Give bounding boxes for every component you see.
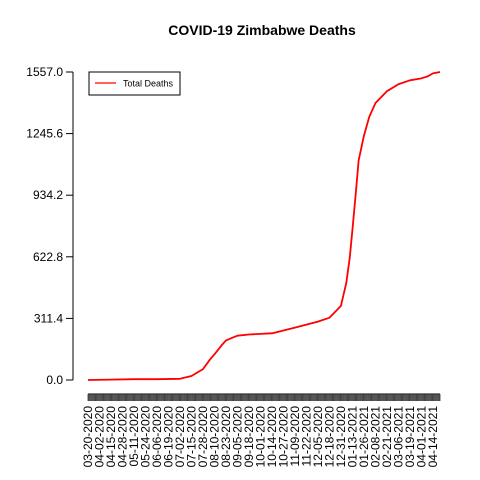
x-tick-label: 09-18-2020 — [242, 406, 256, 468]
chart-title: COVID-19 Zimbabwe Deaths — [168, 22, 356, 38]
x-tick-label: 10-27-2020 — [276, 406, 290, 468]
x-tick-label: 07-02-2020 — [173, 406, 187, 468]
x-tick-label: 06-19-2020 — [161, 406, 175, 468]
y-tick-label: 622.8 — [33, 250, 63, 264]
x-tick-label: 12-31-2020 — [334, 406, 348, 468]
x-tick-label: 03-19-2021 — [403, 406, 417, 468]
x-tick-label: 07-15-2020 — [184, 406, 198, 468]
x-tick-label: 02-08-2021 — [368, 406, 382, 468]
x-tick-label: 06-06-2020 — [150, 406, 164, 468]
x-tick-label: 01-13-2021 — [345, 406, 359, 468]
y-tick-label: 1557.0 — [26, 65, 63, 79]
x-tick-label: 07-28-2020 — [196, 406, 210, 468]
y-axis: 0.0 311.4 622.8 934.2 1245.6 1557.0 — [26, 65, 74, 387]
x-tick-label: 04-01-2021 — [414, 406, 428, 468]
x-tick-label: 04-14-2021 — [426, 406, 440, 468]
x-tick-label: 02-21-2021 — [380, 406, 394, 468]
x-tick-label: 03-20-2020 — [81, 406, 95, 468]
x-tick-label: 04-15-2020 — [104, 406, 118, 468]
x-tick-label: 09-05-2020 — [230, 406, 244, 468]
x-tick-label: 08-10-2020 — [207, 406, 221, 468]
y-tick-label: 0.0 — [46, 373, 63, 387]
x-tick-label: 03-06-2021 — [391, 406, 405, 468]
x-tick-label: 10-14-2020 — [265, 406, 279, 468]
series-layer — [87, 71, 441, 381]
x-tick-label: 11-22-2020 — [299, 406, 313, 467]
y-tick-label: 934.2 — [33, 188, 63, 202]
x-tick-label: 12-05-2020 — [311, 406, 325, 468]
x-tick-label: 12-18-2020 — [322, 406, 336, 468]
x-tick-label: 04-28-2020 — [115, 406, 129, 468]
x-tick-label: 08-23-2020 — [219, 406, 233, 468]
x-tick-label: 11-09-2020 — [288, 406, 302, 467]
legend-label-total-deaths: Total Deaths — [123, 79, 174, 89]
legend-box — [88, 71, 181, 96]
x-tick-label: 05-24-2020 — [138, 406, 152, 468]
x-axis: 03-20-202004-02-202004-15-202004-28-2020… — [81, 393, 441, 468]
x-tick-label: 01-26-2021 — [357, 406, 371, 468]
x-tick-label: 10-01-2020 — [253, 406, 267, 468]
series-line-total-deaths — [87, 71, 441, 381]
x-tick-label: 04-02-2020 — [92, 406, 106, 468]
x-tick-label: 05-11-2020 — [127, 406, 141, 467]
y-tick-label: 1245.6 — [26, 127, 63, 141]
legend: Total Deaths — [88, 71, 181, 96]
y-tick-label: 311.4 — [34, 311, 63, 325]
